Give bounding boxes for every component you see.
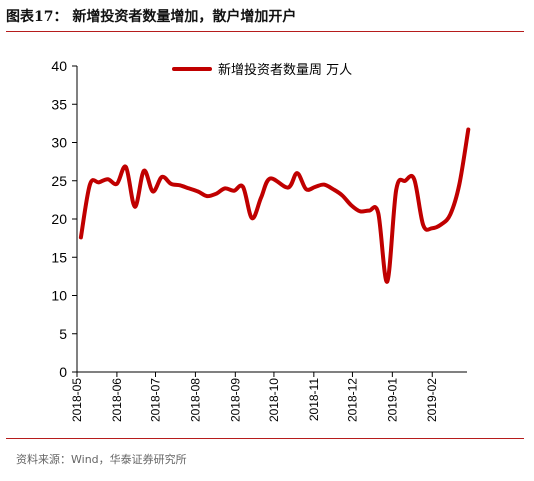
x-tick-label: 2019-01 [385, 378, 399, 422]
x-tick-label: 2018-10 [267, 378, 281, 422]
y-tick-label: 20 [51, 211, 67, 227]
source-divider [6, 438, 524, 439]
x-tick-label: 2018-12 [345, 378, 359, 422]
y-tick-label: 25 [51, 173, 67, 189]
x-tick-label: 2018-08 [188, 378, 202, 422]
series-layer [78, 127, 471, 284]
x-tick-label: 2018-11 [307, 378, 321, 421]
series-line [78, 127, 471, 284]
x-tick-label: 2018-07 [149, 378, 163, 422]
legend: 新增投资者数量周 万人 [172, 62, 352, 78]
y-tick-label: 0 [59, 364, 67, 380]
legend-label: 新增投资者数量周 万人 [218, 62, 352, 78]
y-tick-label: 40 [51, 58, 67, 74]
x-tick-label: 2018-05 [70, 378, 84, 422]
y-tick-label: 15 [51, 249, 67, 265]
x-tick-label: 2019-02 [425, 378, 439, 422]
x-tick-label: 2018-06 [110, 378, 124, 422]
y-tick-label: 35 [51, 96, 67, 112]
source-note: 资料来源：Wind，华泰证券研究所 [16, 453, 187, 466]
x-axis: 2018-05 2018-06 2018-07 2018-08 2018-09 2018-… [70, 371, 467, 422]
y-tick-label: 5 [59, 326, 67, 342]
y-axis: 0 5 10 15 20 25 30 35 40 [51, 58, 78, 380]
title-divider [6, 31, 524, 32]
x-tick-label: 2018-09 [228, 378, 242, 422]
y-tick-label: 10 [51, 288, 67, 304]
figure-title: 图表17： 新增投资者数量增加，散户增加开户 [6, 9, 297, 25]
y-tick-label: 30 [51, 135, 67, 151]
